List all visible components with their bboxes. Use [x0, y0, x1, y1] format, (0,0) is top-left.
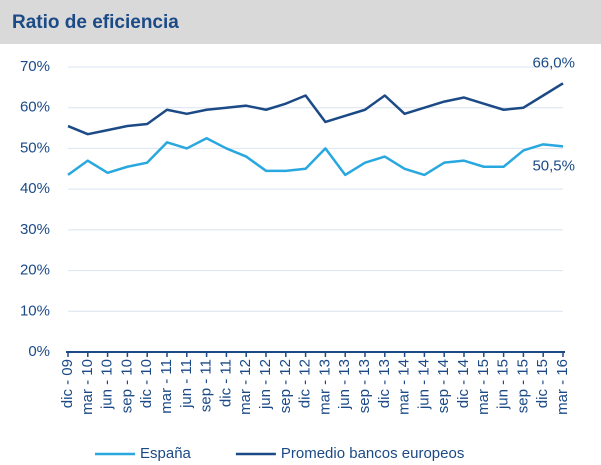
x-tick-label: mar - 13 [316, 359, 333, 415]
x-tick-label: jun - 13 [336, 359, 353, 410]
legend-label: Promedio bancos europeos [281, 445, 464, 462]
line-series [67, 82, 564, 136]
y-tick-label: 40% [20, 180, 50, 197]
x-tick-label: jun - 10 [99, 359, 116, 410]
y-tick-label: 70% [20, 58, 50, 75]
x-tick-label: jun - 12 [257, 359, 274, 410]
x-tick-label: jun - 11 [178, 359, 195, 409]
x-tick-label: mar - 14 [396, 359, 413, 415]
x-tick-label: mar - 16 [554, 359, 571, 415]
legend-label: España [140, 445, 192, 462]
x-tick-label: dic - 12 [297, 359, 314, 408]
y-tick-label: 10% [20, 302, 50, 319]
chart-title: Ratio de eficiencia [12, 12, 179, 33]
y-tick-label: 0% [28, 343, 50, 360]
y-tick-label: 20% [20, 262, 50, 279]
x-tick-label: jun - 15 [495, 359, 512, 410]
x-tick-label: jun - 14 [415, 359, 432, 410]
data-label: 50,5% [532, 157, 575, 174]
line-series [67, 137, 564, 177]
x-tick-label: dic - 11 [217, 359, 234, 407]
x-tick-label: mar - 10 [79, 359, 96, 415]
data-label: 66,0% [532, 54, 575, 71]
x-tick-label: sep - 11 [198, 359, 215, 412]
header-band [0, 0, 601, 44]
y-tick-label: 50% [20, 139, 50, 156]
x-tick-label: mar - 12 [237, 359, 254, 415]
x-tick-label: dic - 13 [376, 359, 393, 408]
x-tick-label: sep - 15 [514, 359, 531, 413]
x-tick-label: sep - 13 [356, 359, 373, 413]
x-tick-label: sep - 10 [118, 359, 135, 413]
x-tick-label: dic - 14 [455, 359, 472, 408]
x-tick-label: dic - 15 [534, 359, 551, 408]
y-tick-label: 30% [20, 221, 50, 238]
x-tick-label: sep - 14 [435, 359, 452, 413]
x-tick-label: dic - 10 [138, 359, 155, 408]
y-tick-label: 60% [20, 99, 50, 116]
x-tick-label: sep - 12 [277, 359, 294, 413]
x-tick-label: mar - 11 [158, 359, 175, 414]
x-tick-label: dic - 09 [59, 359, 76, 408]
x-tick-label: mar - 15 [475, 359, 492, 415]
